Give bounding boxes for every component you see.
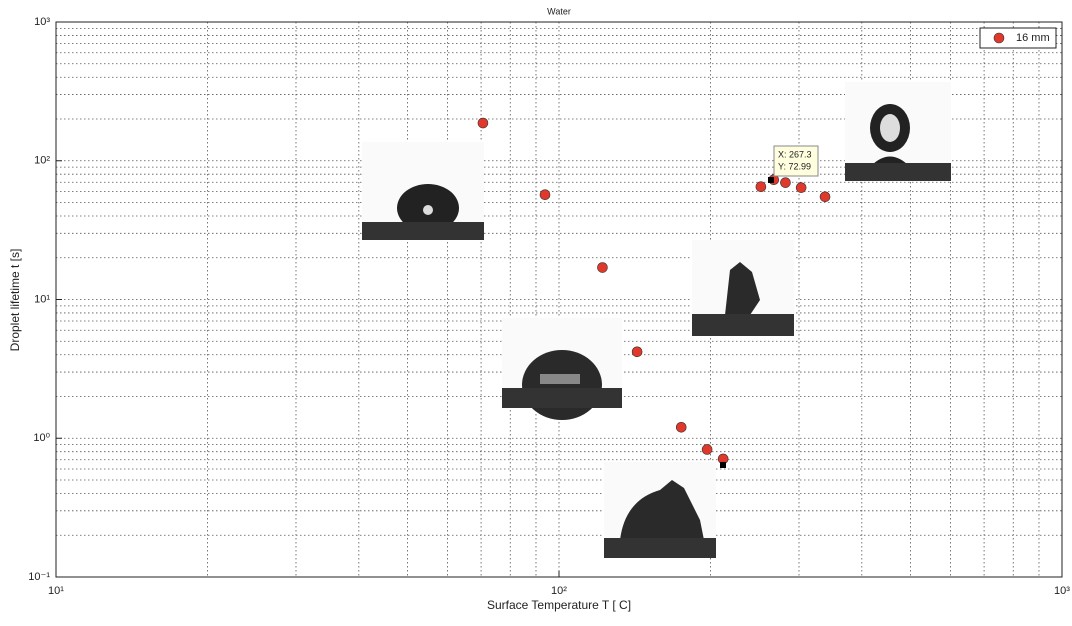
data-point <box>597 263 607 273</box>
x-tick-label: 10² <box>551 585 567 597</box>
legend-marker <box>994 33 1004 43</box>
datatip-y: Y: 72.99 <box>778 161 811 171</box>
data-point <box>796 183 806 193</box>
datatip-marker <box>768 177 774 183</box>
droplet-photo <box>845 82 951 181</box>
droplet-photo <box>502 318 622 420</box>
data-point <box>632 347 642 357</box>
data-point <box>820 192 830 202</box>
data-point <box>756 182 766 192</box>
legend-label: 16 mm <box>1016 32 1050 44</box>
legend: 16 mm <box>980 28 1056 48</box>
y-tick-label: 10⁻¹ <box>28 571 50 583</box>
data-point <box>478 118 488 128</box>
y-axis-label: Droplet lifetime t [s] <box>8 249 22 352</box>
data-point <box>540 190 550 200</box>
datatip-x: X: 267.3 <box>778 149 812 159</box>
y-tick-label: 10⁰ <box>33 432 50 444</box>
data-point <box>676 422 686 432</box>
y-tick-label: 10¹ <box>34 293 50 305</box>
chart-title: Water <box>547 6 571 16</box>
droplet-photo <box>362 142 484 240</box>
y-tick-label: 10³ <box>34 16 50 28</box>
droplet-photo <box>692 240 794 336</box>
x-tick-label: 10¹ <box>48 585 64 597</box>
data-point <box>780 178 790 188</box>
datatip-marker <box>720 462 726 468</box>
chart: X: 267.3 Y: 72.99 Water Surface Temperat… <box>0 0 1072 621</box>
y-tick-label: 10² <box>34 155 50 167</box>
x-tick-label: 10³ <box>1054 585 1070 597</box>
data-point <box>702 444 712 454</box>
droplet-photo <box>604 462 716 558</box>
x-axis-label: Surface Temperature T [ C] <box>487 598 631 612</box>
